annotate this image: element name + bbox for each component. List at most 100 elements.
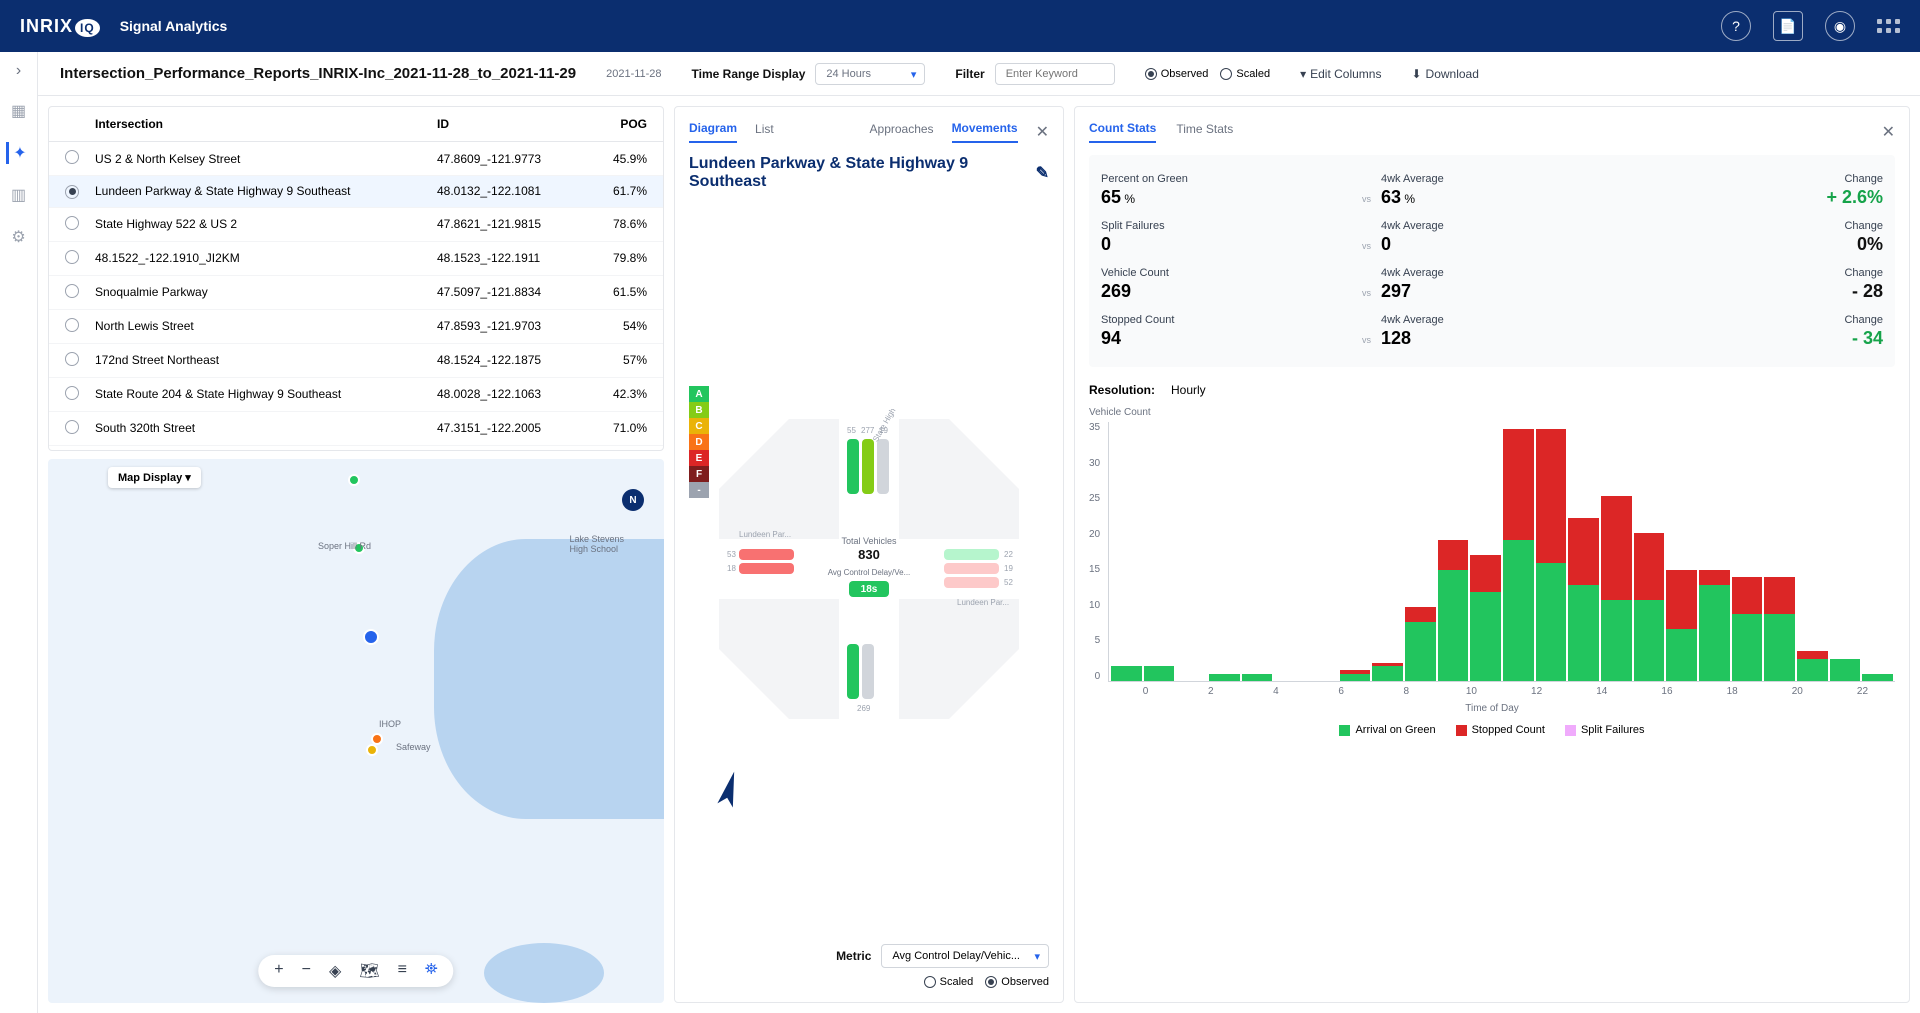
bar[interactable] (1601, 422, 1632, 681)
chart-legend: Arrival on GreenStopped CountSplit Failu… (1089, 724, 1895, 736)
tab-approaches[interactable]: Approaches (870, 122, 934, 142)
bar[interactable] (1568, 422, 1599, 681)
observed-radio[interactable]: Observed (1145, 68, 1209, 80)
svg-text:22: 22 (1004, 550, 1013, 559)
close-icon[interactable]: ✕ (1036, 122, 1049, 142)
tab-diagram[interactable]: Diagram (689, 121, 737, 143)
bar[interactable] (1764, 422, 1795, 681)
stat-row: Split Failures0 vs 4wk Average0 Change0% (1101, 214, 1883, 261)
zoom-out-icon[interactable]: − (302, 961, 311, 981)
tab-movements[interactable]: Movements (952, 121, 1018, 143)
metric-dropdown[interactable]: Avg Control Delay/Vehic... (881, 944, 1049, 968)
zoom-in-icon[interactable]: + (274, 961, 283, 981)
layers-icon[interactable]: ◈ (329, 961, 341, 981)
bar[interactable] (1470, 422, 1501, 681)
help-icon[interactable]: ? (1721, 11, 1751, 41)
close-icon[interactable]: ✕ (1882, 122, 1895, 142)
diagram-title: Lundeen Parkway & State Highway 9 Southe… (689, 155, 1036, 191)
map-marker[interactable] (366, 744, 378, 756)
bar[interactable] (1438, 422, 1469, 681)
bar[interactable] (1536, 422, 1567, 681)
edit-columns-button[interactable]: ▾Edit Columns (1300, 67, 1381, 81)
tab-time-stats[interactable]: Time Stats (1176, 122, 1233, 142)
bar[interactable] (1732, 422, 1763, 681)
list-mode-icon[interactable]: ≡ (398, 961, 407, 981)
map-marker[interactable] (348, 474, 360, 486)
bar[interactable] (1144, 422, 1175, 681)
stats-panel: Count Stats Time Stats ✕ Percent on Gree… (1074, 106, 1910, 1003)
sidebar-item-corridors[interactable]: ▥ (8, 184, 30, 206)
col-id[interactable]: ID (437, 117, 587, 131)
bar[interactable] (1274, 422, 1305, 681)
compass-icon[interactable]: N (622, 489, 644, 511)
sidebar-item-reports[interactable]: ▦ (8, 100, 30, 122)
scaled-radio[interactable]: Scaled (924, 976, 974, 988)
bar[interactable] (1699, 422, 1730, 681)
bar[interactable] (1176, 422, 1207, 681)
map-display-dropdown[interactable]: Map Display ▾ (108, 467, 201, 488)
user-icon[interactable]: ◉ (1825, 11, 1855, 41)
intersection-diagram[interactable]: ABCDEF- (689, 201, 1049, 936)
table-row[interactable]: 48.1522_-122.1910_JI2KM 48.1523_-122.191… (49, 242, 663, 276)
route-icon[interactable]: ⛯ (425, 961, 438, 981)
stat-row: Vehicle Count269 vs 4wk Average297 Chang… (1101, 261, 1883, 308)
intersection-table: Intersection ID POG US 2 & North Kelsey … (48, 106, 664, 451)
app-header: INRIXIQ Signal Analytics ? 📄 ◉ (0, 0, 1920, 52)
map-mode-icon[interactable]: 🗺 (359, 961, 379, 981)
col-intersection[interactable]: Intersection (95, 117, 437, 131)
content: Intersection_Performance_Reports_INRIX-I… (38, 52, 1920, 1013)
svg-text:Lundeen Par...: Lundeen Par... (957, 598, 1009, 607)
time-range-dropdown[interactable]: 24 Hours (815, 63, 925, 85)
map-marker-selected[interactable] (363, 629, 379, 645)
logo[interactable]: INRIXIQ (20, 16, 100, 37)
map[interactable]: Map Display ▾ N Soper Hill Rd IHOP Safew… (48, 459, 664, 1003)
grade-badge: F (689, 466, 709, 482)
x-axis: 0246810121416182022 (1089, 686, 1895, 697)
table-row[interactable]: US 2 & North Kelsey Street 47.8609_-121.… (49, 142, 663, 176)
bar[interactable] (1830, 422, 1861, 681)
bar[interactable] (1242, 422, 1273, 681)
table-row[interactable]: 172nd Street Northeast 48.1524_-122.1875… (49, 344, 663, 378)
bar[interactable] (1862, 422, 1893, 681)
bar[interactable] (1405, 422, 1436, 681)
table-row[interactable]: North Lewis Street 47.8593_-121.9703 54% (49, 310, 663, 344)
bar[interactable] (1307, 422, 1338, 681)
metric-label: Metric (836, 949, 871, 963)
edit-icon[interactable]: ✎ (1036, 163, 1049, 183)
scaled-radio[interactable]: Scaled (1220, 68, 1270, 80)
table-row[interactable]: South 320th Street 47.3151_-122.2005 71.… (49, 412, 663, 446)
resolution-value: Hourly (1171, 383, 1206, 397)
table-body[interactable]: US 2 & North Kelsey Street 47.8609_-121.… (49, 142, 663, 450)
time-range-group: Time Range Display 24 Hours (692, 63, 926, 85)
document-icon[interactable]: 📄 (1773, 11, 1803, 41)
bar[interactable] (1340, 422, 1371, 681)
north-arrow-icon (709, 766, 749, 816)
table-row[interactable]: Snoqualmie Parkway 47.5097_-121.8834 61.… (49, 276, 663, 310)
svg-text:830: 830 (858, 547, 880, 562)
bar[interactable] (1797, 422, 1828, 681)
table-row[interactable]: State Route 204 & State Highway 9 Southe… (49, 378, 663, 412)
sidebar-item-signals[interactable]: ✦ (6, 142, 28, 164)
bar[interactable] (1111, 422, 1142, 681)
bar[interactable] (1503, 422, 1534, 681)
bar[interactable] (1209, 422, 1240, 681)
bar[interactable] (1634, 422, 1665, 681)
tab-list[interactable]: List (755, 122, 774, 142)
sidebar-item-settings[interactable]: ⚙ (8, 226, 30, 248)
sidebar-toggle-icon[interactable]: › (16, 62, 21, 80)
col-pog[interactable]: POG (587, 117, 647, 131)
tab-count-stats[interactable]: Count Stats (1089, 121, 1156, 143)
filter-input[interactable] (995, 63, 1115, 85)
table-row[interactable]: State Highway 522 & US 2 47.8621_-121.98… (49, 208, 663, 242)
download-button[interactable]: ⬇Download (1411, 67, 1478, 81)
table-row[interactable]: Lundeen Parkway & State Highway 9 Southe… (49, 176, 663, 208)
resolution-row: Resolution: Hourly (1089, 383, 1895, 397)
metric-row: Metric Avg Control Delay/Vehic... (689, 944, 1049, 968)
observed-radio[interactable]: Observed (985, 976, 1049, 988)
apps-grid-icon[interactable] (1877, 19, 1900, 33)
chart-plot[interactable] (1108, 422, 1895, 682)
bar[interactable] (1372, 422, 1403, 681)
bar[interactable] (1666, 422, 1697, 681)
logo-text: INRIX (20, 16, 73, 36)
svg-text:19: 19 (879, 426, 888, 435)
